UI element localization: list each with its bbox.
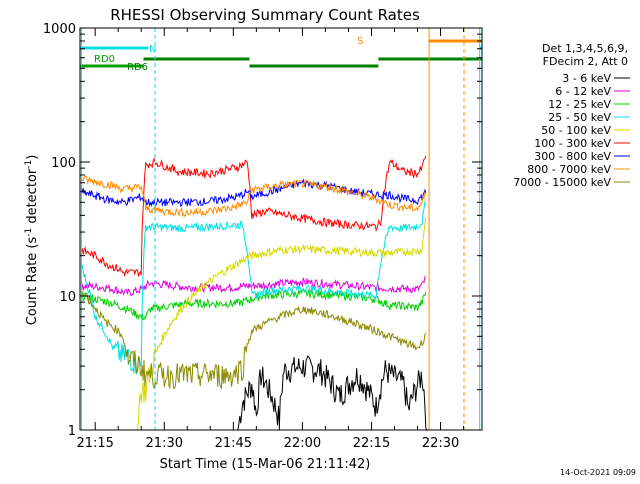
y-tick-label: 1000 [43,22,76,37]
chart-title: RHESSI Observing Summary Count Rates [110,6,420,24]
state-label-n: N [149,44,156,55]
footer-date: 14-Oct-2021 09:09 [560,468,636,477]
series-line-50-100-kev [81,217,427,431]
series-line-100-300-kev [80,155,427,278]
x-tick-label: 22:15 [353,436,390,451]
x-axis-label: Start Time (15-Mar-06 21:11:42) [160,457,371,472]
x-tick-label: 21:30 [146,436,183,451]
y-axis-label: Count Rate (s-1 detector-1) [24,155,40,326]
legend-label: 12 - 25 keV [548,98,611,111]
y-tick-label: 10 [59,290,76,305]
series-line-12-25-kev [80,288,427,321]
state-label-rd6: RD6 [127,62,148,73]
series-line-25-50-kev [81,200,427,375]
legend-label: 7000 - 15000 keV [513,176,611,189]
legend-label: 800 - 7000 keV [527,163,611,176]
state-label-rd0: RD0 [94,54,115,65]
series-line-6-12-kev [80,275,427,297]
plot-frame [79,27,483,431]
legend-header-line-1: Det 1,3,4,5,6,9, [542,42,628,55]
series-line-7000-15000-kev [80,291,427,390]
x-tick-label: 22:00 [284,436,321,451]
legend-label: 3 - 6 keV [562,72,611,85]
series-line-300-800-kev [80,178,427,208]
x-tick-label: 22:30 [422,436,459,451]
x-tick-label: 21:45 [215,436,252,451]
y-tick-label: 100 [51,156,76,171]
legend-label: 300 - 800 keV [534,150,611,163]
legend-label: 6 - 12 keV [555,85,611,98]
legend-header-line-2: FDecim 2, Att 0 [543,55,628,68]
legend-label: 100 - 300 keV [534,137,611,150]
legend: Det 1,3,4,5,6,9, FDecim 2, Att 0 3 - 6 k… [513,42,630,189]
series-line-800-7000-kev [80,175,427,218]
legend-label: 50 - 100 keV [541,124,611,137]
state-label-s: S [357,36,363,47]
x-tick-label: 21:15 [76,436,113,451]
y-tick-label: 1 [68,424,76,439]
legend-label: 25 - 50 keV [548,111,611,124]
